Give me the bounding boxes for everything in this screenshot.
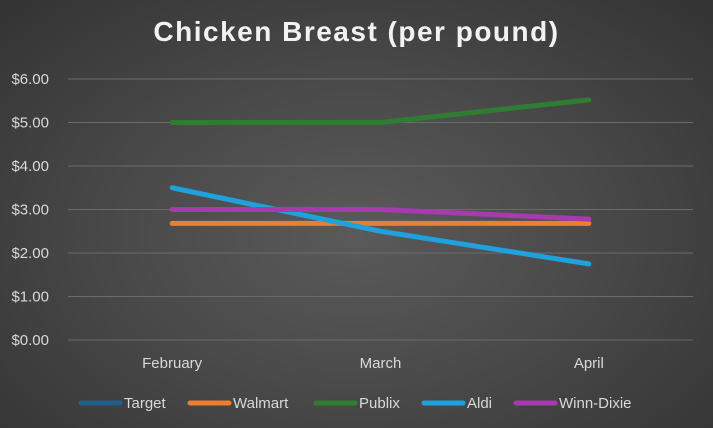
legend-label-publix: Publix	[359, 395, 400, 412]
legend-label-walmart: Walmart	[233, 395, 289, 412]
x-tick-label: March	[360, 355, 402, 372]
x-tick-label: April	[574, 355, 604, 372]
y-tick-label: $1.00	[11, 289, 49, 306]
y-tick-label: $2.00	[11, 245, 49, 262]
y-tick-label: $4.00	[11, 158, 49, 175]
y-tick-label: $0.00	[11, 332, 49, 349]
legend-label-winn-dixie: Winn-Dixie	[559, 395, 632, 412]
y-tick-label: $6.00	[11, 71, 49, 88]
series-line-publix	[169, 97, 592, 125]
chart-title: Chicken Breast (per pound)	[153, 16, 560, 47]
legend-label-aldi: Aldi	[467, 395, 492, 412]
series-line-aldi	[169, 185, 592, 267]
series-line-winn-dixie	[169, 207, 592, 222]
x-tick-label: February	[142, 355, 203, 372]
y-tick-label: $5.00	[11, 115, 49, 132]
legend-label-target: Target	[124, 395, 167, 412]
y-tick-label: $3.00	[11, 202, 49, 219]
